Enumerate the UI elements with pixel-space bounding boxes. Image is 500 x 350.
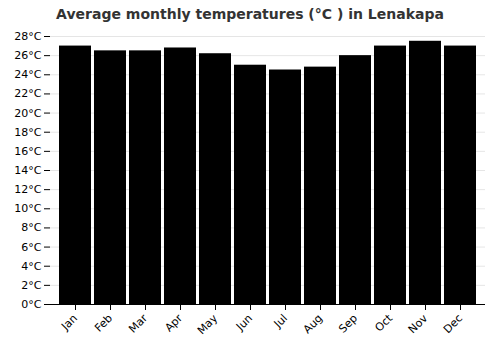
svg-text:May: May	[195, 311, 221, 337]
svg-text:0°C: 0°C	[21, 298, 41, 311]
svg-text:20°C: 20°C	[14, 107, 41, 120]
svg-text:4°C: 4°C	[21, 260, 41, 273]
svg-text:26°C: 26°C	[14, 49, 41, 62]
svg-text:Nov: Nov	[406, 311, 431, 336]
svg-text:Oct: Oct	[372, 311, 395, 334]
svg-text:Dec: Dec	[441, 312, 465, 336]
html-text:Average monthly temperatures (: Average monthly temperatures (°C ) in Le…	[56, 6, 444, 22]
svg-text:8°C: 8°C	[21, 221, 41, 234]
svg-text:10°C: 10°C	[14, 202, 41, 215]
svg-text:16°C: 16°C	[14, 145, 41, 158]
svg-text:28°C: 28°C	[14, 30, 41, 43]
svg-text:Jun: Jun	[233, 312, 255, 334]
svg-text:Apr: Apr	[162, 311, 185, 334]
svg-text:12°C: 12°C	[14, 183, 41, 196]
svg-text:Aug: Aug	[301, 312, 325, 336]
svg-text:Jan: Jan	[58, 312, 80, 334]
svg-text:2°C: 2°C	[21, 279, 41, 292]
svg-text:18°C: 18°C	[14, 126, 41, 139]
svg-text:14°C: 14°C	[14, 164, 41, 177]
svg-text:Jul: Jul	[271, 312, 290, 331]
svg-text:22°C: 22°C	[14, 87, 41, 100]
svg-text:Feb: Feb	[92, 312, 115, 335]
svg-text:6°C: 6°C	[21, 241, 41, 254]
svg-text:24°C: 24°C	[14, 68, 41, 81]
svg-text:Mar: Mar	[126, 311, 150, 335]
svg-text:Sep: Sep	[336, 312, 360, 336]
